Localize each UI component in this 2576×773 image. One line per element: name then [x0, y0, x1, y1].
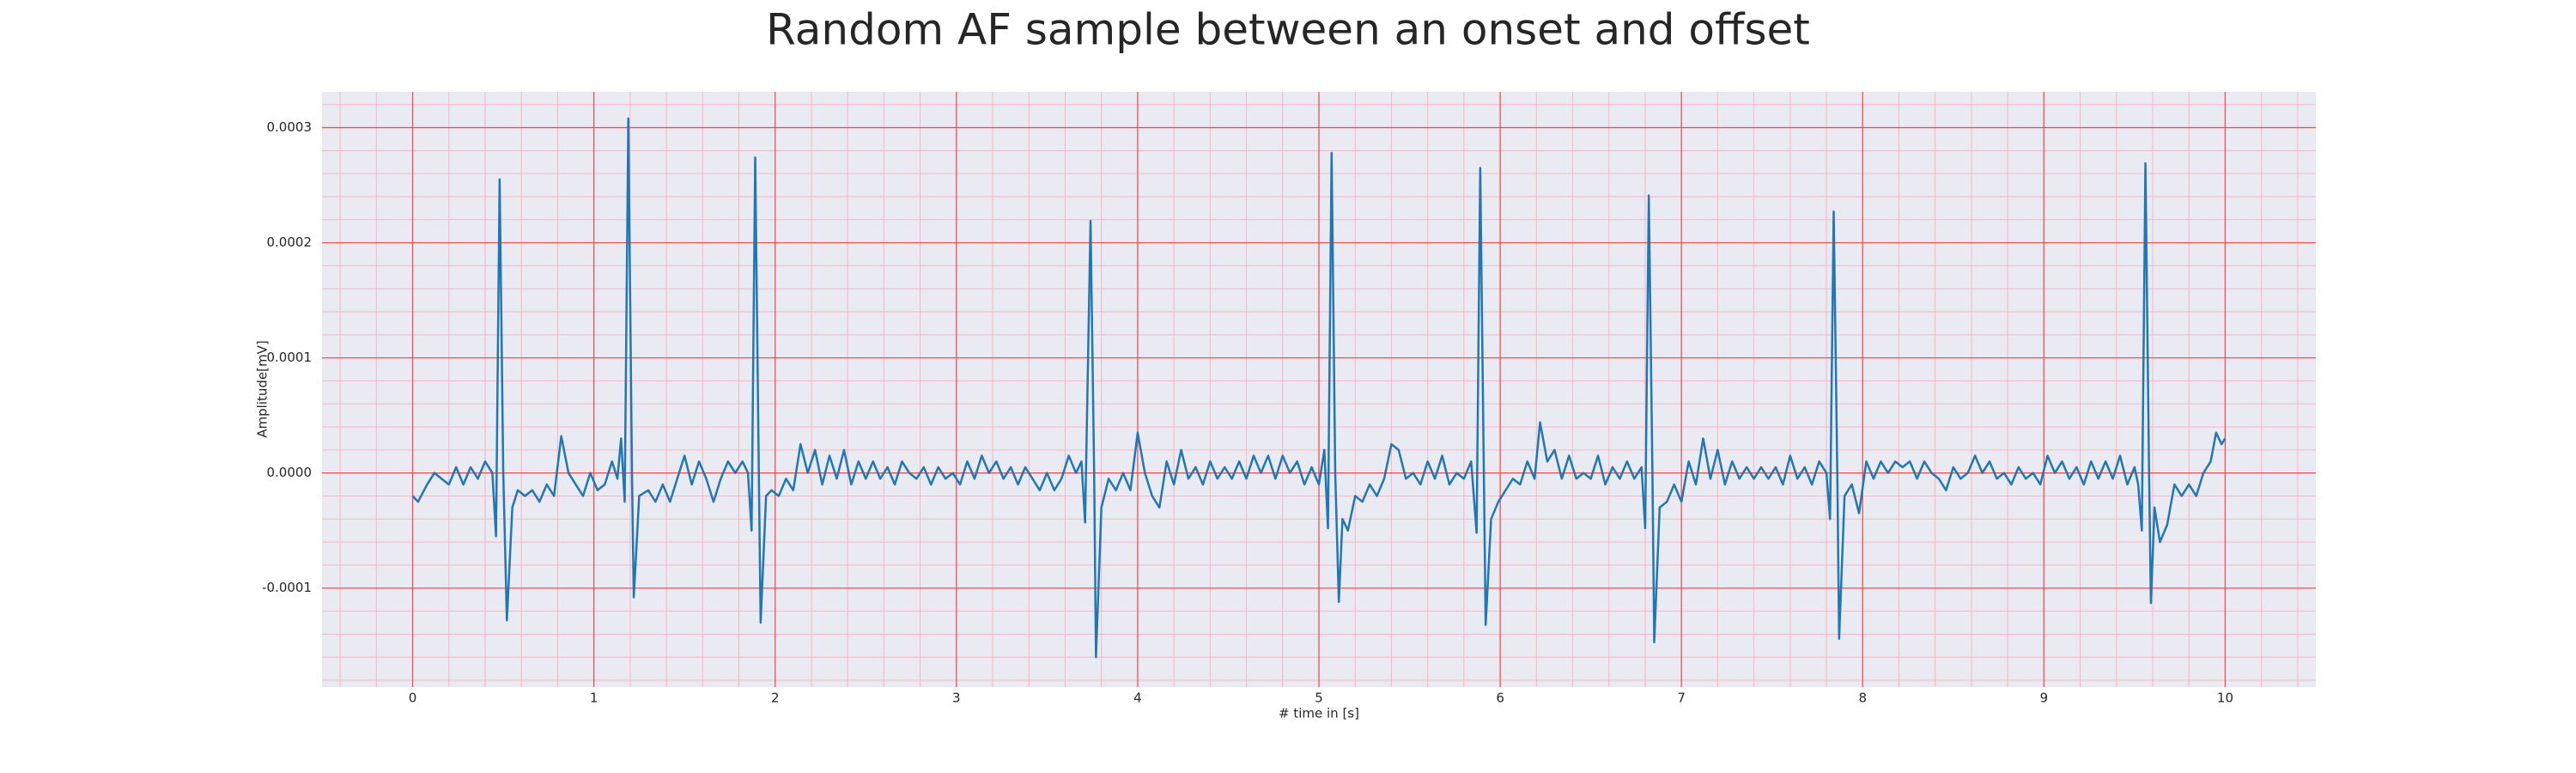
x-tick-label: 5 [1315, 691, 1323, 706]
y-tick-label: 0.0003 [267, 119, 313, 135]
y-tick-label: 0.0001 [267, 350, 313, 365]
x-tick-label: 9 [2040, 691, 2049, 706]
x-tick-label: 6 [1496, 691, 1504, 706]
x-tick-label: 8 [1858, 691, 1867, 706]
x-axis-label: # time in [s] [1279, 706, 1359, 721]
chart-title: Random AF sample between an onset and of… [766, 5, 1810, 55]
x-tick-label: 4 [1133, 691, 1142, 706]
y-tick-label: 0.0000 [267, 465, 313, 480]
x-tick-label: 10 [2217, 691, 2233, 706]
x-tick-label: 0 [409, 691, 417, 706]
x-tick-label: 1 [590, 691, 598, 706]
y-axis-label: Amplitude[mV] [255, 340, 270, 437]
signal-line [411, 117, 2227, 659]
x-tick-label: 7 [1677, 691, 1686, 706]
y-tick-label: -0.0001 [262, 580, 312, 595]
x-tick-label: 2 [771, 691, 780, 706]
y-tick-label: 0.0002 [267, 234, 313, 250]
x-tick-label: 3 [952, 691, 961, 706]
